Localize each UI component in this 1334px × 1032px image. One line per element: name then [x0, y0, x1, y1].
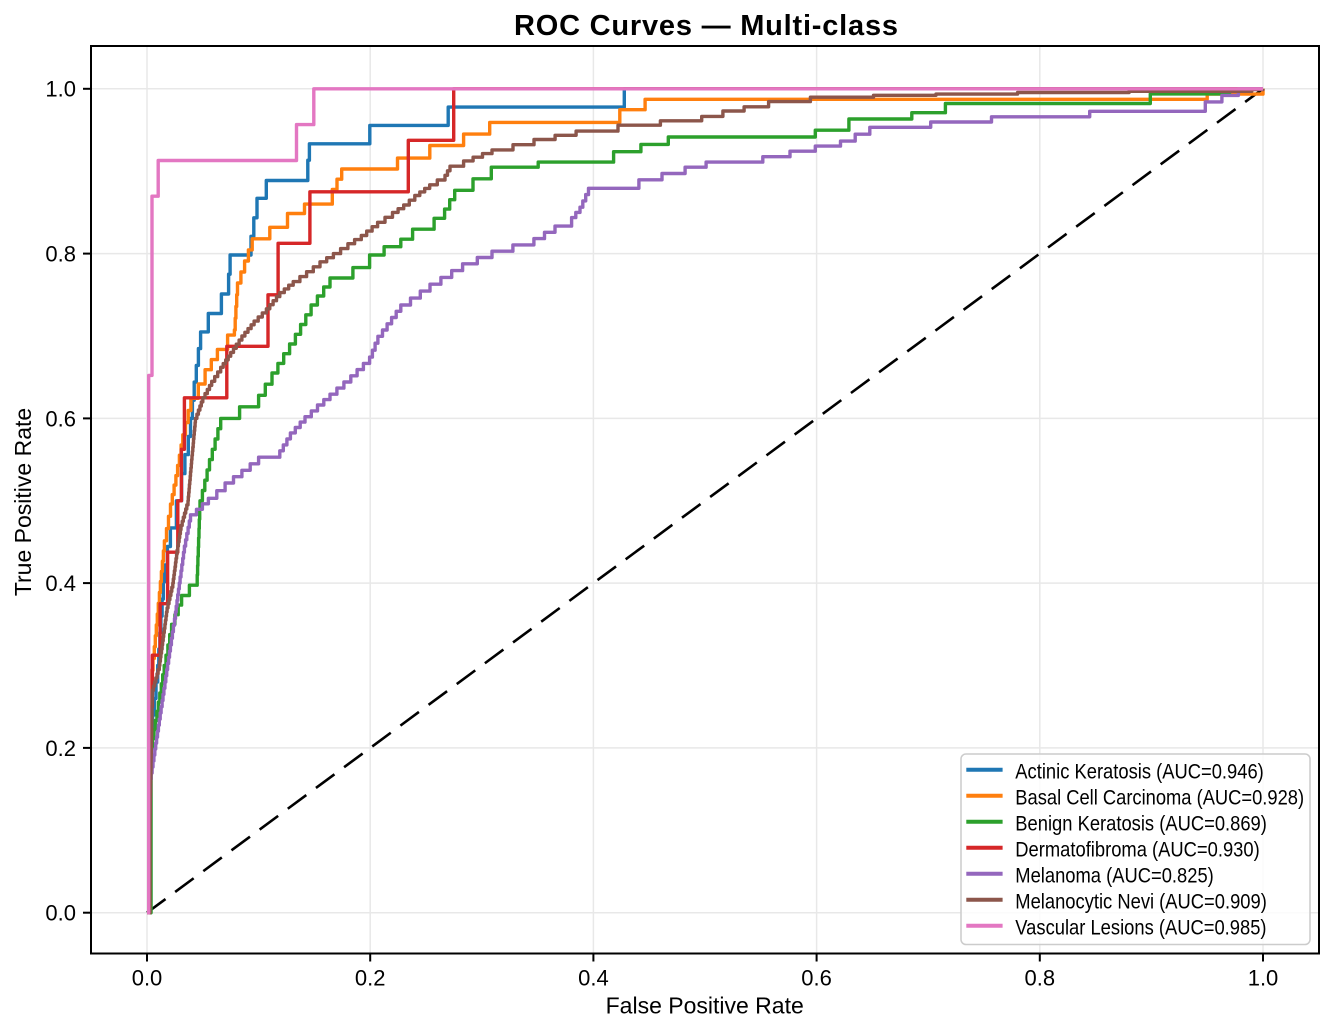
svg-text:0.2: 0.2 [45, 736, 76, 761]
svg-text:Basal Cell Carcinoma (AUC=0.92: Basal Cell Carcinoma (AUC=0.928) [1015, 786, 1304, 809]
svg-text:Actinic Keratosis (AUC=0.946): Actinic Keratosis (AUC=0.946) [1015, 761, 1263, 784]
svg-text:Melanoma (AUC=0.825): Melanoma (AUC=0.825) [1015, 865, 1213, 888]
svg-text:True Positive Rate: True Positive Rate [10, 408, 36, 596]
svg-text:1.0: 1.0 [1248, 966, 1279, 991]
svg-text:0.0: 0.0 [132, 966, 163, 991]
svg-text:Vascular Lesions (AUC=0.985): Vascular Lesions (AUC=0.985) [1015, 917, 1266, 940]
svg-text:0.0: 0.0 [45, 901, 76, 926]
svg-text:0.4: 0.4 [578, 966, 609, 991]
svg-text:ROC Curves — Multi-class: ROC Curves — Multi-class [514, 10, 898, 42]
svg-text:0.2: 0.2 [355, 966, 386, 991]
svg-text:0.8: 0.8 [45, 242, 76, 267]
svg-text:1.0: 1.0 [45, 77, 76, 102]
svg-text:0.4: 0.4 [45, 571, 76, 596]
svg-text:Melanocytic Nevi (AUC=0.909): Melanocytic Nevi (AUC=0.909) [1015, 891, 1267, 914]
svg-text:0.6: 0.6 [45, 406, 76, 431]
svg-text:Dermatofibroma (AUC=0.930): Dermatofibroma (AUC=0.930) [1015, 839, 1259, 862]
svg-text:0.6: 0.6 [801, 966, 832, 991]
svg-text:Benign Keratosis (AUC=0.869): Benign Keratosis (AUC=0.869) [1015, 813, 1267, 836]
svg-text:False Positive Rate: False Positive Rate [606, 993, 804, 1019]
svg-text:0.8: 0.8 [1025, 966, 1056, 991]
